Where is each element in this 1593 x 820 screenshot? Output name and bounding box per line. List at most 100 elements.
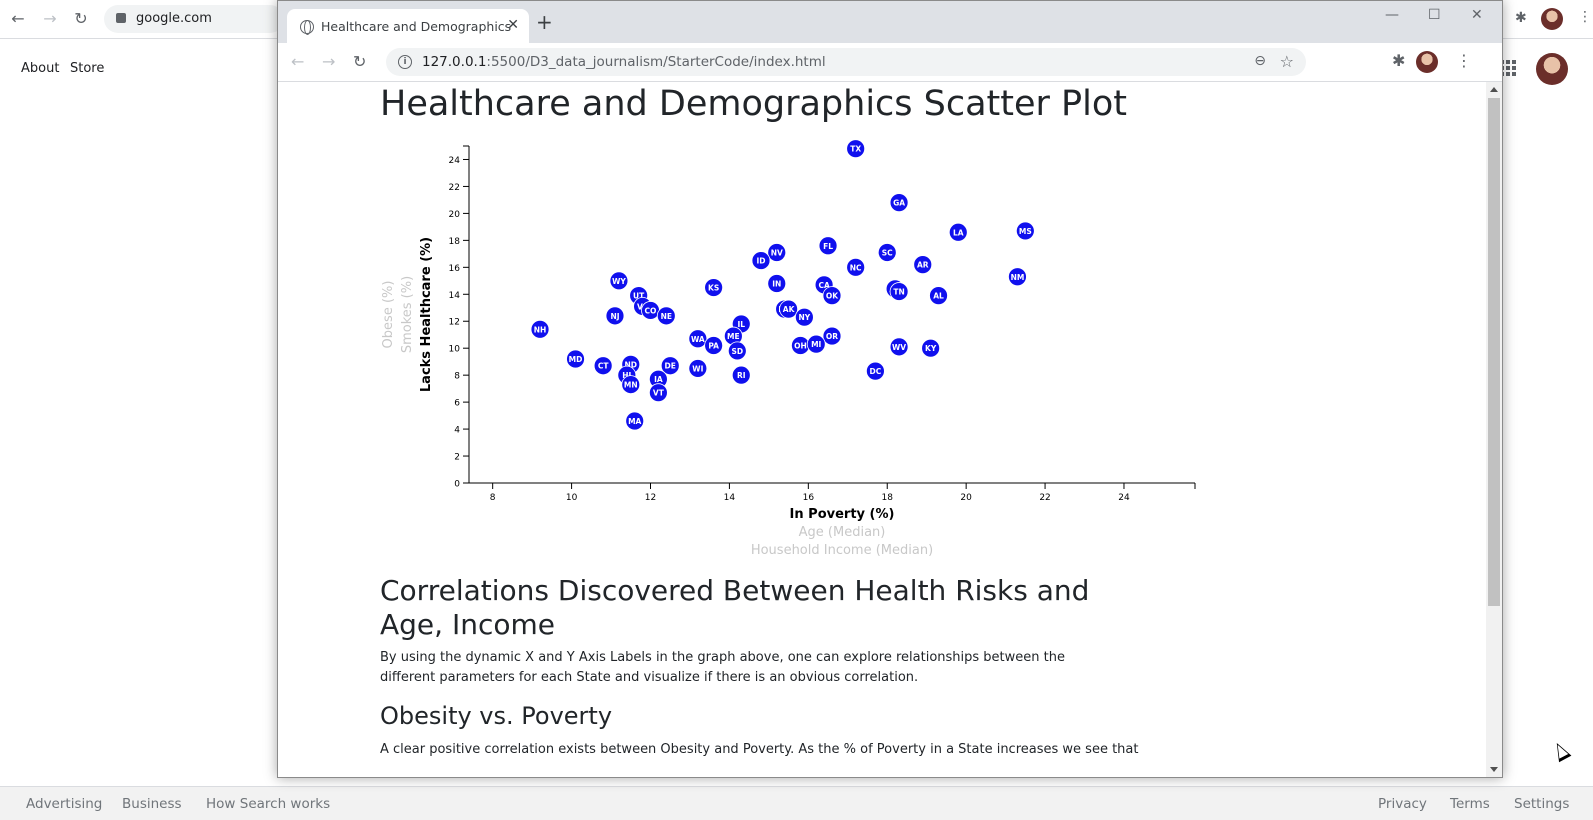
subsection-title: Obesity vs. Poverty <box>380 702 613 730</box>
data-point <box>794 307 814 327</box>
url-host: 127.0.0.1 <box>422 54 487 70</box>
data-point-label: NV <box>771 248 783 257</box>
y-tick-label: 16 <box>449 264 461 274</box>
data-point-label: AR <box>917 261 929 270</box>
how-search-works-link[interactable]: How Search works <box>206 796 331 812</box>
data-point-label: CO <box>645 306 657 315</box>
data-point-label: MS <box>1019 227 1032 236</box>
address-bar[interactable]: i 127.0.0.1:5500/D3_data_journalism/Star… <box>386 48 1306 76</box>
data-point-label: VT <box>653 389 665 398</box>
data-point <box>656 306 676 326</box>
x-axis-label-active[interactable]: In Poverty (%) <box>790 507 895 522</box>
data-point-label: TX <box>850 145 861 154</box>
extensions-icon[interactable]: ✱ <box>1515 10 1527 26</box>
bookmark-star-icon[interactable]: ☆ <box>1279 52 1294 71</box>
scroll-thumb[interactable] <box>1488 98 1500 606</box>
data-point <box>727 341 747 361</box>
data-point-label: NC <box>850 263 862 272</box>
scroll-down-icon[interactable] <box>1490 767 1498 772</box>
x-axis: 8 10 12 14 16 18 20 22 24 <box>469 482 1196 503</box>
forward-icon[interactable]: → <box>43 9 57 28</box>
data-point <box>609 271 629 291</box>
new-tab-icon[interactable]: + <box>536 10 553 34</box>
profile-avatar[interactable] <box>1541 8 1563 30</box>
vertical-scrollbar[interactable] <box>1486 82 1502 777</box>
background-footer: Advertising Business How Search works Pr… <box>0 786 1593 820</box>
x-axis-label-inactive[interactable]: Household Income (Median) <box>751 543 933 558</box>
data-point-label: NJ <box>610 312 619 321</box>
maximize-icon[interactable]: ☐ <box>1428 7 1441 23</box>
background-omnibox[interactable]: google.com <box>104 5 284 33</box>
window-close-icon[interactable]: ✕ <box>1471 7 1483 23</box>
data-point <box>921 338 941 358</box>
account-avatar[interactable] <box>1536 53 1568 85</box>
y-tick-label: 8 <box>454 372 460 382</box>
data-point-label: ME <box>727 332 740 341</box>
forward-icon[interactable]: → <box>322 52 336 71</box>
store-link[interactable]: Store <box>70 61 105 76</box>
data-point-label: NE <box>661 312 672 321</box>
data-point-label: ND <box>625 360 638 369</box>
url-path: :5500/D3_data_journalism/StarterCode/ind… <box>486 54 826 70</box>
data-point-label: UT <box>633 292 645 301</box>
minimize-icon[interactable]: — <box>1385 7 1399 23</box>
menu-icon[interactable]: ⋮ <box>1456 51 1472 70</box>
back-icon[interactable]: ← <box>291 52 305 71</box>
settings-link[interactable]: Settings <box>1514 796 1570 812</box>
data-point <box>625 411 645 431</box>
mouse-cursor <box>1550 739 1572 763</box>
x-tick-label: 8 <box>490 493 496 503</box>
y-tick-label: 20 <box>449 210 461 220</box>
y-tick-label: 18 <box>449 237 461 247</box>
zoom-icon[interactable]: ⊖ <box>1254 53 1266 69</box>
business-link[interactable]: Business <box>122 796 182 812</box>
data-point-label: PA <box>708 342 719 351</box>
y-tick-label: 10 <box>449 345 461 355</box>
y-axis-label-active[interactable]: Lacks Healthcare (%) <box>419 237 434 392</box>
x-tick-label: 20 <box>960 493 972 503</box>
reload-icon[interactable]: ↻ <box>353 52 367 71</box>
data-point-label: WI <box>692 364 703 373</box>
browser-toolbar: ← → ↻ i 127.0.0.1:5500/D3_data_journalis… <box>278 43 1502 82</box>
data-point <box>751 251 771 270</box>
site-info-icon[interactable]: i <box>398 55 412 69</box>
tab-title: Healthcare and Demographics <box>321 19 512 34</box>
data-point <box>1015 221 1035 241</box>
data-point-label: AK <box>783 305 796 314</box>
data-point-label: WA <box>691 335 705 344</box>
x-axis-label-inactive[interactable]: Age (Median) <box>799 525 886 540</box>
data-point <box>806 334 826 354</box>
data-point <box>929 286 948 306</box>
menu-icon[interactable]: ⋮ <box>1578 9 1592 25</box>
about-link[interactable]: About <box>21 61 60 76</box>
terms-link[interactable]: Terms <box>1450 796 1490 812</box>
y-axis-label-inactive[interactable]: Smokes (%) <box>400 276 415 353</box>
tab-close-icon[interactable]: ✕ <box>507 17 519 33</box>
data-point-label: HI <box>622 371 631 380</box>
y-tick-label: 2 <box>454 453 460 463</box>
background-url: google.com <box>136 11 212 26</box>
data-point-label: CA <box>818 281 830 290</box>
data-point-label: RI <box>737 371 746 380</box>
page-viewport: Healthcare and Demographics Scatter Plot… <box>278 82 1502 777</box>
data-point <box>822 326 842 346</box>
profile-avatar[interactable] <box>1416 51 1438 73</box>
data-point-label: WV <box>892 343 906 352</box>
data-point <box>822 286 842 306</box>
extensions-icon[interactable]: ✱ <box>1392 51 1406 70</box>
back-icon[interactable]: ← <box>11 9 25 28</box>
y-axis-label-inactive[interactable]: Obese (%) <box>381 281 396 349</box>
advertising-link[interactable]: Advertising <box>26 796 103 812</box>
data-point-label: TN <box>893 288 904 297</box>
reload-icon[interactable]: ↻ <box>74 9 88 28</box>
data-point-label: SD <box>731 347 743 356</box>
privacy-link[interactable]: Privacy <box>1378 796 1427 812</box>
address-url: 127.0.0.1:5500/D3_data_journalism/Starte… <box>422 54 826 70</box>
data-point <box>660 356 680 376</box>
scroll-up-icon[interactable] <box>1490 87 1498 92</box>
active-tab[interactable]: Healthcare and Demographics ✕ <box>287 9 529 43</box>
data-point <box>593 356 613 376</box>
data-point-label: DE <box>665 362 676 371</box>
